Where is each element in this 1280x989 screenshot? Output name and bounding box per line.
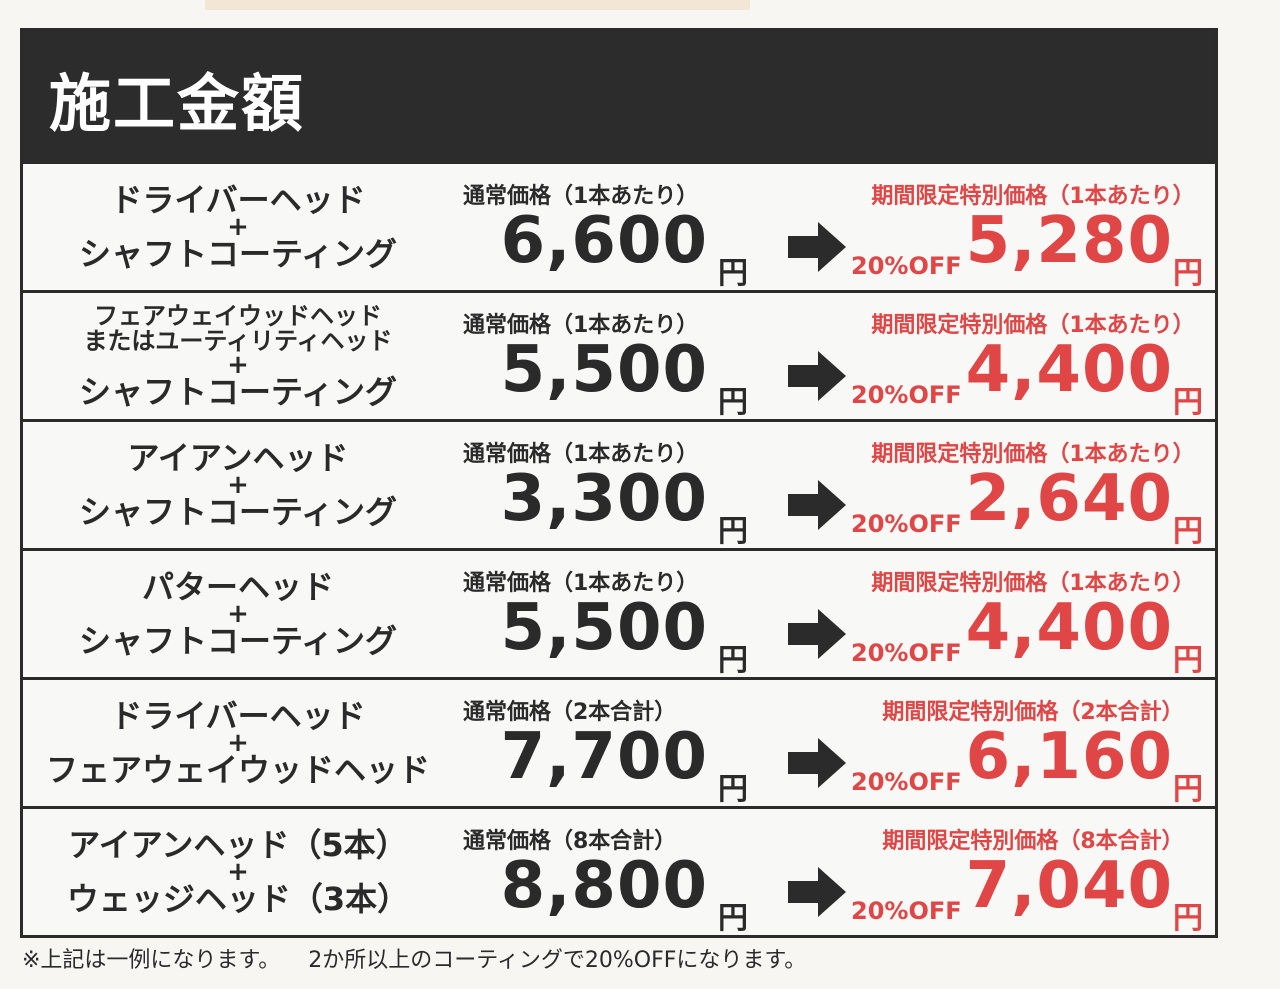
special-price: 4,400 (965, 333, 1173, 407)
discount-badge: 20%OFF (851, 510, 962, 538)
normal-price: 8,800 (500, 849, 708, 923)
service-name-line: + (227, 728, 249, 758)
price-row: アイアンヘッド + シャフトコーティング 通常価格（1本あたり） 3,300 円期間限定特… (23, 419, 1215, 549)
service-name-line: ドライバーヘッド (110, 181, 366, 219)
normal-price: 7,700 (500, 720, 708, 794)
service-name-line: + (227, 857, 249, 887)
discount-badge: 20%OFF (851, 381, 962, 409)
service-name-line: アイアンヘッド (127, 439, 349, 477)
price-row: パターヘッド + シャフトコーティング 通常価格（1本あたり） 5,500 円期間限定特別… (23, 548, 1215, 678)
price-row: ドライバーヘッド + シャフトコーティング 通常価格（1本あたり） 6,600 円期間限定… (23, 161, 1215, 291)
normal-price-label: 通常価格（2本合計） (463, 700, 677, 725)
arrow-right-icon (788, 867, 846, 917)
service-name-line: パターヘッド (141, 568, 334, 606)
discount-badge: 20%OFF (851, 768, 962, 796)
service-name-line: フェアウェイウッドヘッド (94, 302, 382, 330)
normal-price-label: 通常価格（1本あたり） (463, 184, 699, 209)
service-name: パターヘッド + シャフトコーティング (23, 551, 453, 677)
special-price-label: 期間限定特別価格（8本合計） (882, 829, 1184, 854)
header-bar: 施工金額 (23, 31, 1215, 161)
normal-price: 5,500 (500, 333, 708, 407)
price-row: ドライバーヘッド + フェアウェイウッドヘッド 通常価格（2本合計） 7,700 円期間限… (23, 677, 1215, 807)
arrow-right-icon (788, 609, 846, 659)
special-price: 4,400 (965, 591, 1173, 665)
normal-price-label: 通常価格（1本あたり） (463, 442, 699, 467)
scan-tape (205, 0, 750, 10)
price-row: フェアウェイウッドヘッド またはユーティリティヘッド + シャフトコーティング 通常価格… (23, 290, 1215, 420)
service-name-line: + (227, 599, 249, 629)
service-name-line: シャフトコーティング (78, 235, 398, 273)
service-name-line: + (227, 350, 249, 380)
service-name: アイアンヘッド（5本） + ウェッジヘッド（3本） (23, 809, 453, 935)
special-price-label: 期間限定特別価格（1本あたり） (871, 313, 1195, 338)
special-price: 2,640 (965, 462, 1173, 536)
normal-price-label: 通常価格（1本あたり） (463, 571, 699, 596)
normal-price: 6,600 (500, 204, 708, 278)
service-name-line: シャフトコーティング (78, 373, 398, 411)
service-name-line: ドライバーヘッド (110, 697, 366, 735)
service-name: ドライバーヘッド + フェアウェイウッドヘッド (23, 680, 453, 806)
service-name: フェアウェイウッドヘッド またはユーティリティヘッド + シャフトコーティング (23, 293, 453, 419)
special-price: 6,160 (965, 720, 1173, 794)
service-name-line: またはユーティリティヘッド (83, 327, 393, 355)
arrow-right-icon (788, 222, 846, 272)
service-name-line: シャフトコーティング (78, 622, 398, 660)
yen-unit: 円 (1173, 256, 1203, 291)
service-name-line: シャフトコーティング (78, 493, 398, 531)
yen-unit: 円 (718, 514, 748, 549)
arrow-right-icon (788, 351, 846, 401)
yen-unit: 円 (718, 385, 748, 420)
normal-price-label: 通常価格（8本合計） (463, 829, 677, 854)
special-price-label: 期間限定特別価格（1本あたり） (871, 442, 1195, 467)
footnote: ※上記は一例になります。 2か所以上のコーティングで20%OFFになります。 (22, 948, 807, 973)
discount-badge: 20%OFF (851, 897, 962, 925)
yen-unit: 円 (1173, 901, 1203, 936)
page-title: 施工金額 (49, 67, 306, 140)
arrow-right-icon (788, 738, 846, 788)
yen-unit: 円 (1173, 514, 1203, 549)
service-name: ドライバーヘッド + シャフトコーティング (23, 164, 453, 290)
special-price-label: 期間限定特別価格（2本合計） (882, 700, 1184, 725)
arrow-right-icon (788, 480, 846, 530)
yen-unit: 円 (718, 772, 748, 807)
yen-unit: 円 (1173, 385, 1203, 420)
service-name-line: ウェッジヘッド（3本） (66, 880, 410, 918)
special-price: 7,040 (965, 849, 1173, 923)
yen-unit: 円 (718, 256, 748, 291)
special-price-label: 期間限定特別価格（1本あたり） (871, 571, 1195, 596)
yen-unit: 円 (718, 901, 748, 936)
yen-unit: 円 (1173, 772, 1203, 807)
service-name-line: + (227, 470, 249, 500)
special-price: 5,280 (965, 204, 1173, 278)
discount-badge: 20%OFF (851, 252, 962, 280)
normal-price: 5,500 (500, 591, 708, 665)
special-price-label: 期間限定特別価格（1本あたり） (871, 184, 1195, 209)
price-table: 施工金額 ドライバーヘッド + シャフトコーティング 通常価格（1本あたり） 6,600… (20, 28, 1218, 938)
price-row: アイアンヘッド（5本） + ウェッジヘッド（3本） 通常価格（8本合計） 8,800 円 期… (23, 806, 1215, 936)
service-name: アイアンヘッド + シャフトコーティング (23, 422, 453, 548)
discount-badge: 20%OFF (851, 639, 962, 667)
normal-price: 3,300 (500, 462, 708, 536)
yen-unit: 円 (718, 643, 748, 678)
yen-unit: 円 (1173, 643, 1203, 678)
service-name-line: アイアンヘッド（5本） (68, 826, 408, 864)
service-name-line: フェアウェイウッドヘッド (45, 751, 430, 789)
service-name-line: + (227, 212, 249, 242)
normal-price-label: 通常価格（1本あたり） (463, 313, 699, 338)
